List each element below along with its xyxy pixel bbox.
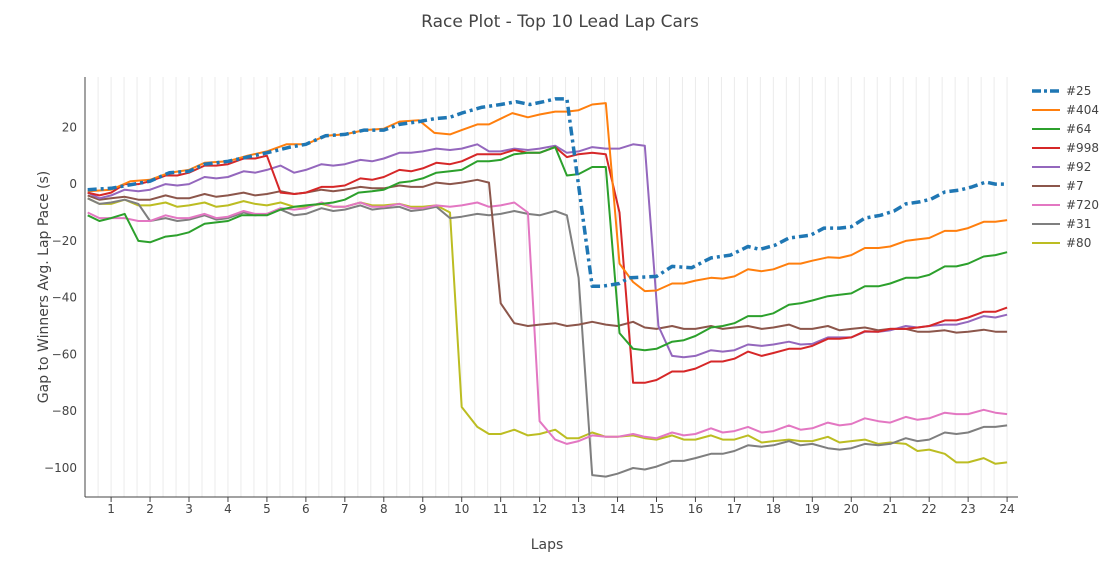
grid [97, 77, 1008, 497]
legend-label: #998 [1066, 141, 1099, 155]
x-axis-label: Laps [531, 537, 564, 553]
legend-label: #404 [1066, 103, 1099, 117]
legend-item-64[interactable]: #64 [1032, 122, 1091, 136]
x-tick-label: 3 [185, 502, 193, 516]
legend-item-720[interactable]: #720 [1032, 198, 1099, 212]
series-line-64 [87, 146, 1008, 352]
x-tick-label: 9 [419, 502, 427, 516]
x-tick-label: 2 [146, 502, 154, 516]
y-tick-label: −100 [44, 461, 77, 475]
x-tick-label: 21 [883, 502, 898, 516]
x-tick-label: 19 [805, 502, 820, 516]
x-tick-label: 24 [999, 502, 1014, 516]
series-lines [87, 97, 1008, 478]
x-tick-label: 20 [844, 502, 859, 516]
legend-label: #7 [1066, 179, 1084, 193]
x-tick-label: 4 [224, 502, 232, 516]
y-tick-label: −40 [52, 291, 77, 305]
legend-item-998[interactable]: #998 [1032, 141, 1099, 155]
legend-label: #80 [1066, 236, 1091, 250]
series-line-92 [87, 143, 1008, 359]
x-tick-label: 14 [610, 502, 625, 516]
x-tick-label: 5 [263, 502, 271, 516]
legend-item-31[interactable]: #31 [1032, 217, 1091, 231]
series-line-720 [87, 201, 1008, 445]
series-line-25 [87, 97, 1008, 289]
chart-title: Race Plot - Top 10 Lead Lap Cars [421, 12, 699, 32]
legend-item-404[interactable]: #404 [1032, 103, 1099, 117]
x-tick-label: 13 [571, 502, 586, 516]
x-tick-label: 11 [493, 502, 508, 516]
legend-label: #720 [1066, 198, 1099, 212]
x-tick-label: 23 [960, 502, 975, 516]
legend-item-80[interactable]: #80 [1032, 236, 1091, 250]
series-line-998 [87, 146, 1008, 384]
x-tick-label: 6 [302, 502, 310, 516]
x-tick-label: 12 [532, 502, 547, 516]
series-line-7 [87, 178, 1008, 334]
legend-item-25[interactable]: #25 [1032, 84, 1091, 98]
legend-item-7[interactable]: #7 [1032, 179, 1084, 193]
y-tick-label: −20 [52, 234, 77, 248]
legend: #25 #404 #64 #998 #92 #7 #720 #31 #80 [1032, 84, 1099, 250]
legend-item-92[interactable]: #92 [1032, 160, 1091, 174]
y-tick-labels: 20 0 −20 −40 −60 −80 −100 [44, 120, 77, 475]
legend-label: #64 [1066, 122, 1091, 136]
series-line-31 [87, 197, 1008, 478]
x-tick-label: 16 [688, 502, 703, 516]
y-tick-label: 0 [69, 177, 77, 191]
x-tick-label: 10 [454, 502, 469, 516]
legend-label: #31 [1066, 217, 1091, 231]
legend-label: #92 [1066, 160, 1091, 174]
x-tick-labels: 1 2 3 4 5 6 7 8 9 10 11 12 13 14 15 16 17 18 19 20 21 22 23 24 [107, 497, 1015, 516]
x-tick-label: 15 [649, 502, 664, 516]
y-tick-label: −80 [52, 404, 77, 418]
x-tick-label: 17 [727, 502, 742, 516]
legend-label: #25 [1066, 84, 1091, 98]
y-tick-label: −60 [52, 347, 77, 361]
y-tick-label: 20 [62, 120, 77, 134]
x-tick-label: 8 [380, 502, 388, 516]
x-tick-label: 7 [341, 502, 349, 516]
x-tick-label: 22 [922, 502, 937, 516]
x-tick-label: 18 [766, 502, 781, 516]
y-axis-label: Gap to Winners Avg. Lap Pace (s) [36, 171, 52, 403]
x-tick-label: 1 [107, 502, 115, 516]
series-line-404 [87, 102, 1008, 293]
